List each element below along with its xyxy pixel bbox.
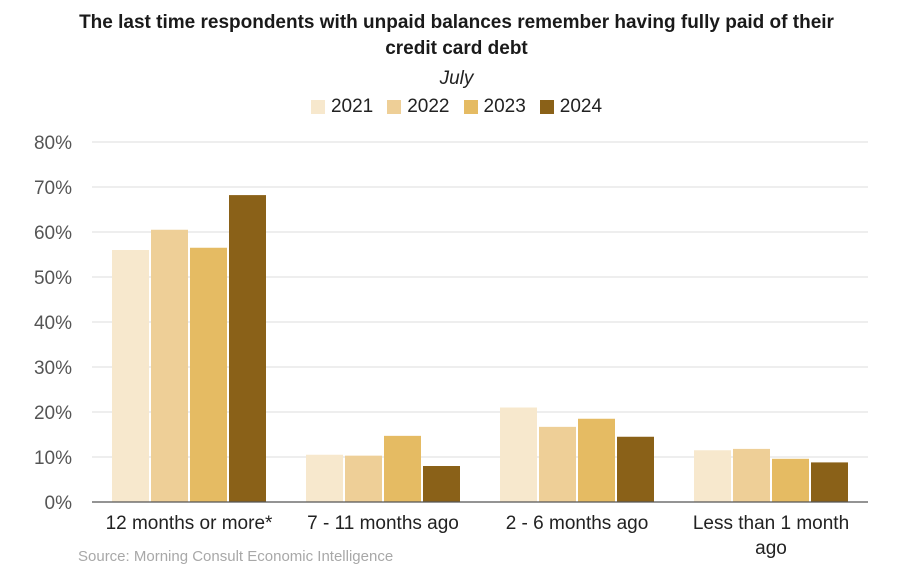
y-tick-label: 30% xyxy=(34,358,72,379)
legend-swatch-2022 xyxy=(387,100,402,114)
y-tick-label: 40% xyxy=(34,313,72,334)
bar xyxy=(151,229,188,502)
bar xyxy=(772,458,809,502)
y-tick-label: 10% xyxy=(34,448,72,469)
legend-label-2023: 2023 xyxy=(483,96,526,117)
bar xyxy=(617,436,654,502)
legend-item-2024: 2024 xyxy=(539,96,603,118)
bar xyxy=(229,195,266,502)
x-tick-label: 2 - 6 months ago xyxy=(506,513,649,534)
y-tick-label: 70% xyxy=(34,178,72,199)
legend-swatch-2024 xyxy=(539,100,554,114)
legend-label-2024: 2024 xyxy=(559,96,603,117)
legend-swatch-2021 xyxy=(310,100,325,114)
bar xyxy=(306,454,343,502)
x-tick-label: 7 - 11 months ago xyxy=(307,513,459,534)
bar xyxy=(811,462,848,502)
bar xyxy=(190,247,227,502)
x-tick-label: 12 months or more* xyxy=(106,513,273,534)
chart-title: The last time respondents with unpaid ba… xyxy=(0,10,913,62)
source-note: Source: Morning Consult Economic Intelli… xyxy=(78,548,394,565)
legend-item-2022: 2022 xyxy=(387,96,450,118)
legend-swatch-2023 xyxy=(463,100,478,114)
legend-item-2023: 2023 xyxy=(463,96,526,118)
bar xyxy=(500,407,537,502)
chart-title-line-2: credit card debt xyxy=(385,38,528,59)
y-tick-label: 60% xyxy=(34,223,72,244)
y-tick-label: 0% xyxy=(45,493,73,514)
legend-label-2021: 2021 xyxy=(330,96,374,117)
y-tick-label: 80% xyxy=(34,133,72,154)
chart-legend: 2021 2022 2023 2024 xyxy=(0,96,913,118)
bar xyxy=(578,418,615,502)
x-tick-label: ago xyxy=(755,538,787,559)
legend-label-2022: 2022 xyxy=(407,96,450,117)
bar xyxy=(539,426,576,502)
bar xyxy=(345,455,382,502)
y-tick-label: 50% xyxy=(34,268,72,289)
bar xyxy=(733,448,770,502)
x-tick-label: Less than 1 month xyxy=(693,513,849,534)
bar xyxy=(694,450,731,502)
bar xyxy=(423,466,460,502)
y-tick-label: 20% xyxy=(34,403,72,424)
bar xyxy=(112,250,149,502)
chart-subtitle: July xyxy=(439,68,474,89)
chart-title-line-1: The last time respondents with unpaid ba… xyxy=(79,12,834,33)
bar xyxy=(384,435,421,502)
legend-item-2021: 2021 xyxy=(310,96,374,118)
